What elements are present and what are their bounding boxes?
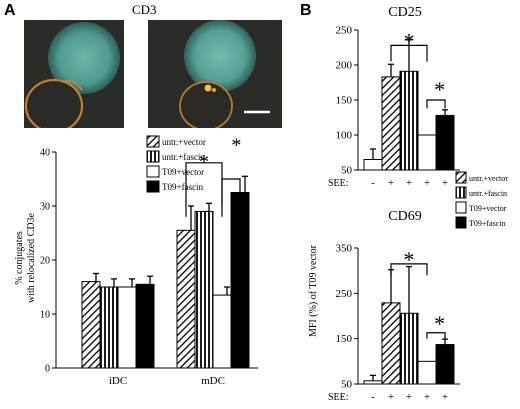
y-tick-label: 250 (336, 25, 353, 37)
bar (435, 114, 455, 171)
x-tick-label: + (388, 177, 394, 189)
bar (194, 210, 214, 369)
images-title: CD3 (132, 2, 157, 17)
y-axis-label: % conjugateswith relocalized CD3e (14, 212, 37, 303)
x-tick-label: + (388, 391, 394, 403)
significance-bracket (426, 332, 446, 339)
y-tick-label: 10 (40, 310, 50, 321)
x-tick-label: + (442, 391, 448, 403)
y-tick-label: 0 (45, 364, 50, 375)
legend-swatch (455, 216, 467, 229)
significance-star: * (231, 135, 241, 157)
legend-label: untr.+vector (162, 137, 206, 147)
panel-label-a: A (4, 2, 16, 19)
x-tick-label: - (371, 177, 375, 189)
legend-swatch (146, 150, 160, 163)
legend-label: untr.+fascin (162, 152, 205, 162)
bar (417, 134, 437, 171)
bar (417, 360, 437, 385)
legend-swatch (455, 171, 467, 184)
bar (363, 380, 383, 385)
legend-swatch (146, 135, 160, 148)
bar (212, 294, 232, 369)
y-tick-label: 250 (336, 288, 353, 300)
legend-label: untr.+fascin (469, 189, 507, 198)
y-axis-label: MFI (%) of T09 vector (308, 244, 319, 337)
bar (363, 159, 383, 171)
y-tick-label: 350 (336, 243, 353, 255)
legend-swatch (455, 201, 467, 214)
bar (381, 76, 401, 171)
legend-swatch (146, 180, 160, 193)
legend-label: untr.+vector (469, 174, 508, 183)
y-tick-label: 100 (336, 130, 353, 142)
significance-star: * (404, 247, 415, 272)
chart-title: CD25 (388, 5, 421, 20)
micrograph-right (148, 20, 282, 128)
bar (435, 344, 455, 385)
x-tick-label: - (371, 391, 375, 403)
significance-bracket (221, 178, 241, 206)
legend-b: untr.+vector untr.+fascin T09+vector T09+fa… (455, 168, 520, 232)
legend-label: T09+fascin (162, 182, 204, 192)
legend-label: T09+vector (162, 167, 204, 177)
y-tick-label: 200 (336, 60, 353, 72)
x-tick-label: + (406, 177, 412, 189)
micrograph-left (24, 20, 124, 128)
x-tick-label: + (442, 177, 448, 189)
y-tick-label: 50 (341, 165, 353, 177)
y-tick-label: 40 (40, 148, 50, 159)
bar (176, 229, 196, 369)
significance-bracket (390, 44, 428, 62)
x-tick-label: + (424, 177, 430, 189)
chart-cd25: CD25 50 100 150 200 250 - + + + + SEE: * * (300, 0, 520, 200)
bar (81, 281, 101, 369)
chart-title: CD69 (388, 209, 421, 224)
significance-star: * (199, 151, 209, 173)
legend-a: untr.+vector untr.+fascin T09+vector T09+fa… (146, 132, 256, 196)
significance-star: * (404, 28, 415, 53)
legend-swatch (146, 165, 160, 178)
x-tick-label: + (424, 391, 430, 403)
significance-star: * (434, 77, 445, 102)
y-tick-label: 150 (336, 95, 353, 107)
significance-star: * (434, 311, 445, 336)
bar (99, 286, 119, 369)
panel-label-b: B (300, 2, 312, 19)
x-axis-label: SEE: (328, 392, 349, 403)
bar (117, 286, 137, 369)
legend-label: T09+fascin (469, 219, 506, 228)
x-tick-label: + (406, 391, 412, 403)
bar (399, 70, 419, 171)
y-tick-label: 20 (40, 256, 50, 267)
significance-bracket (426, 99, 446, 109)
x-axis-label: SEE: (328, 178, 349, 189)
y-tick-label: 50 (341, 379, 353, 391)
x-tick-label: mDC (201, 375, 225, 387)
y-tick-label: 30 (40, 202, 50, 213)
x-tick-label: iDC (109, 375, 127, 387)
chart-a: 0 10 20 30 40 % conjugateswith relocalized CD… (0, 130, 300, 404)
significance-bracket (390, 263, 428, 276)
bar (381, 302, 401, 385)
y-tick-label: 150 (336, 333, 353, 345)
bar (230, 192, 250, 369)
legend-label: T09+vector (469, 204, 507, 213)
bar (399, 312, 419, 385)
bar (135, 283, 155, 369)
chart-cd69: CD69 50 150 250 350 - + + + + SEE: * * MFI (%) of T09… (300, 196, 520, 404)
legend-swatch (455, 186, 467, 199)
